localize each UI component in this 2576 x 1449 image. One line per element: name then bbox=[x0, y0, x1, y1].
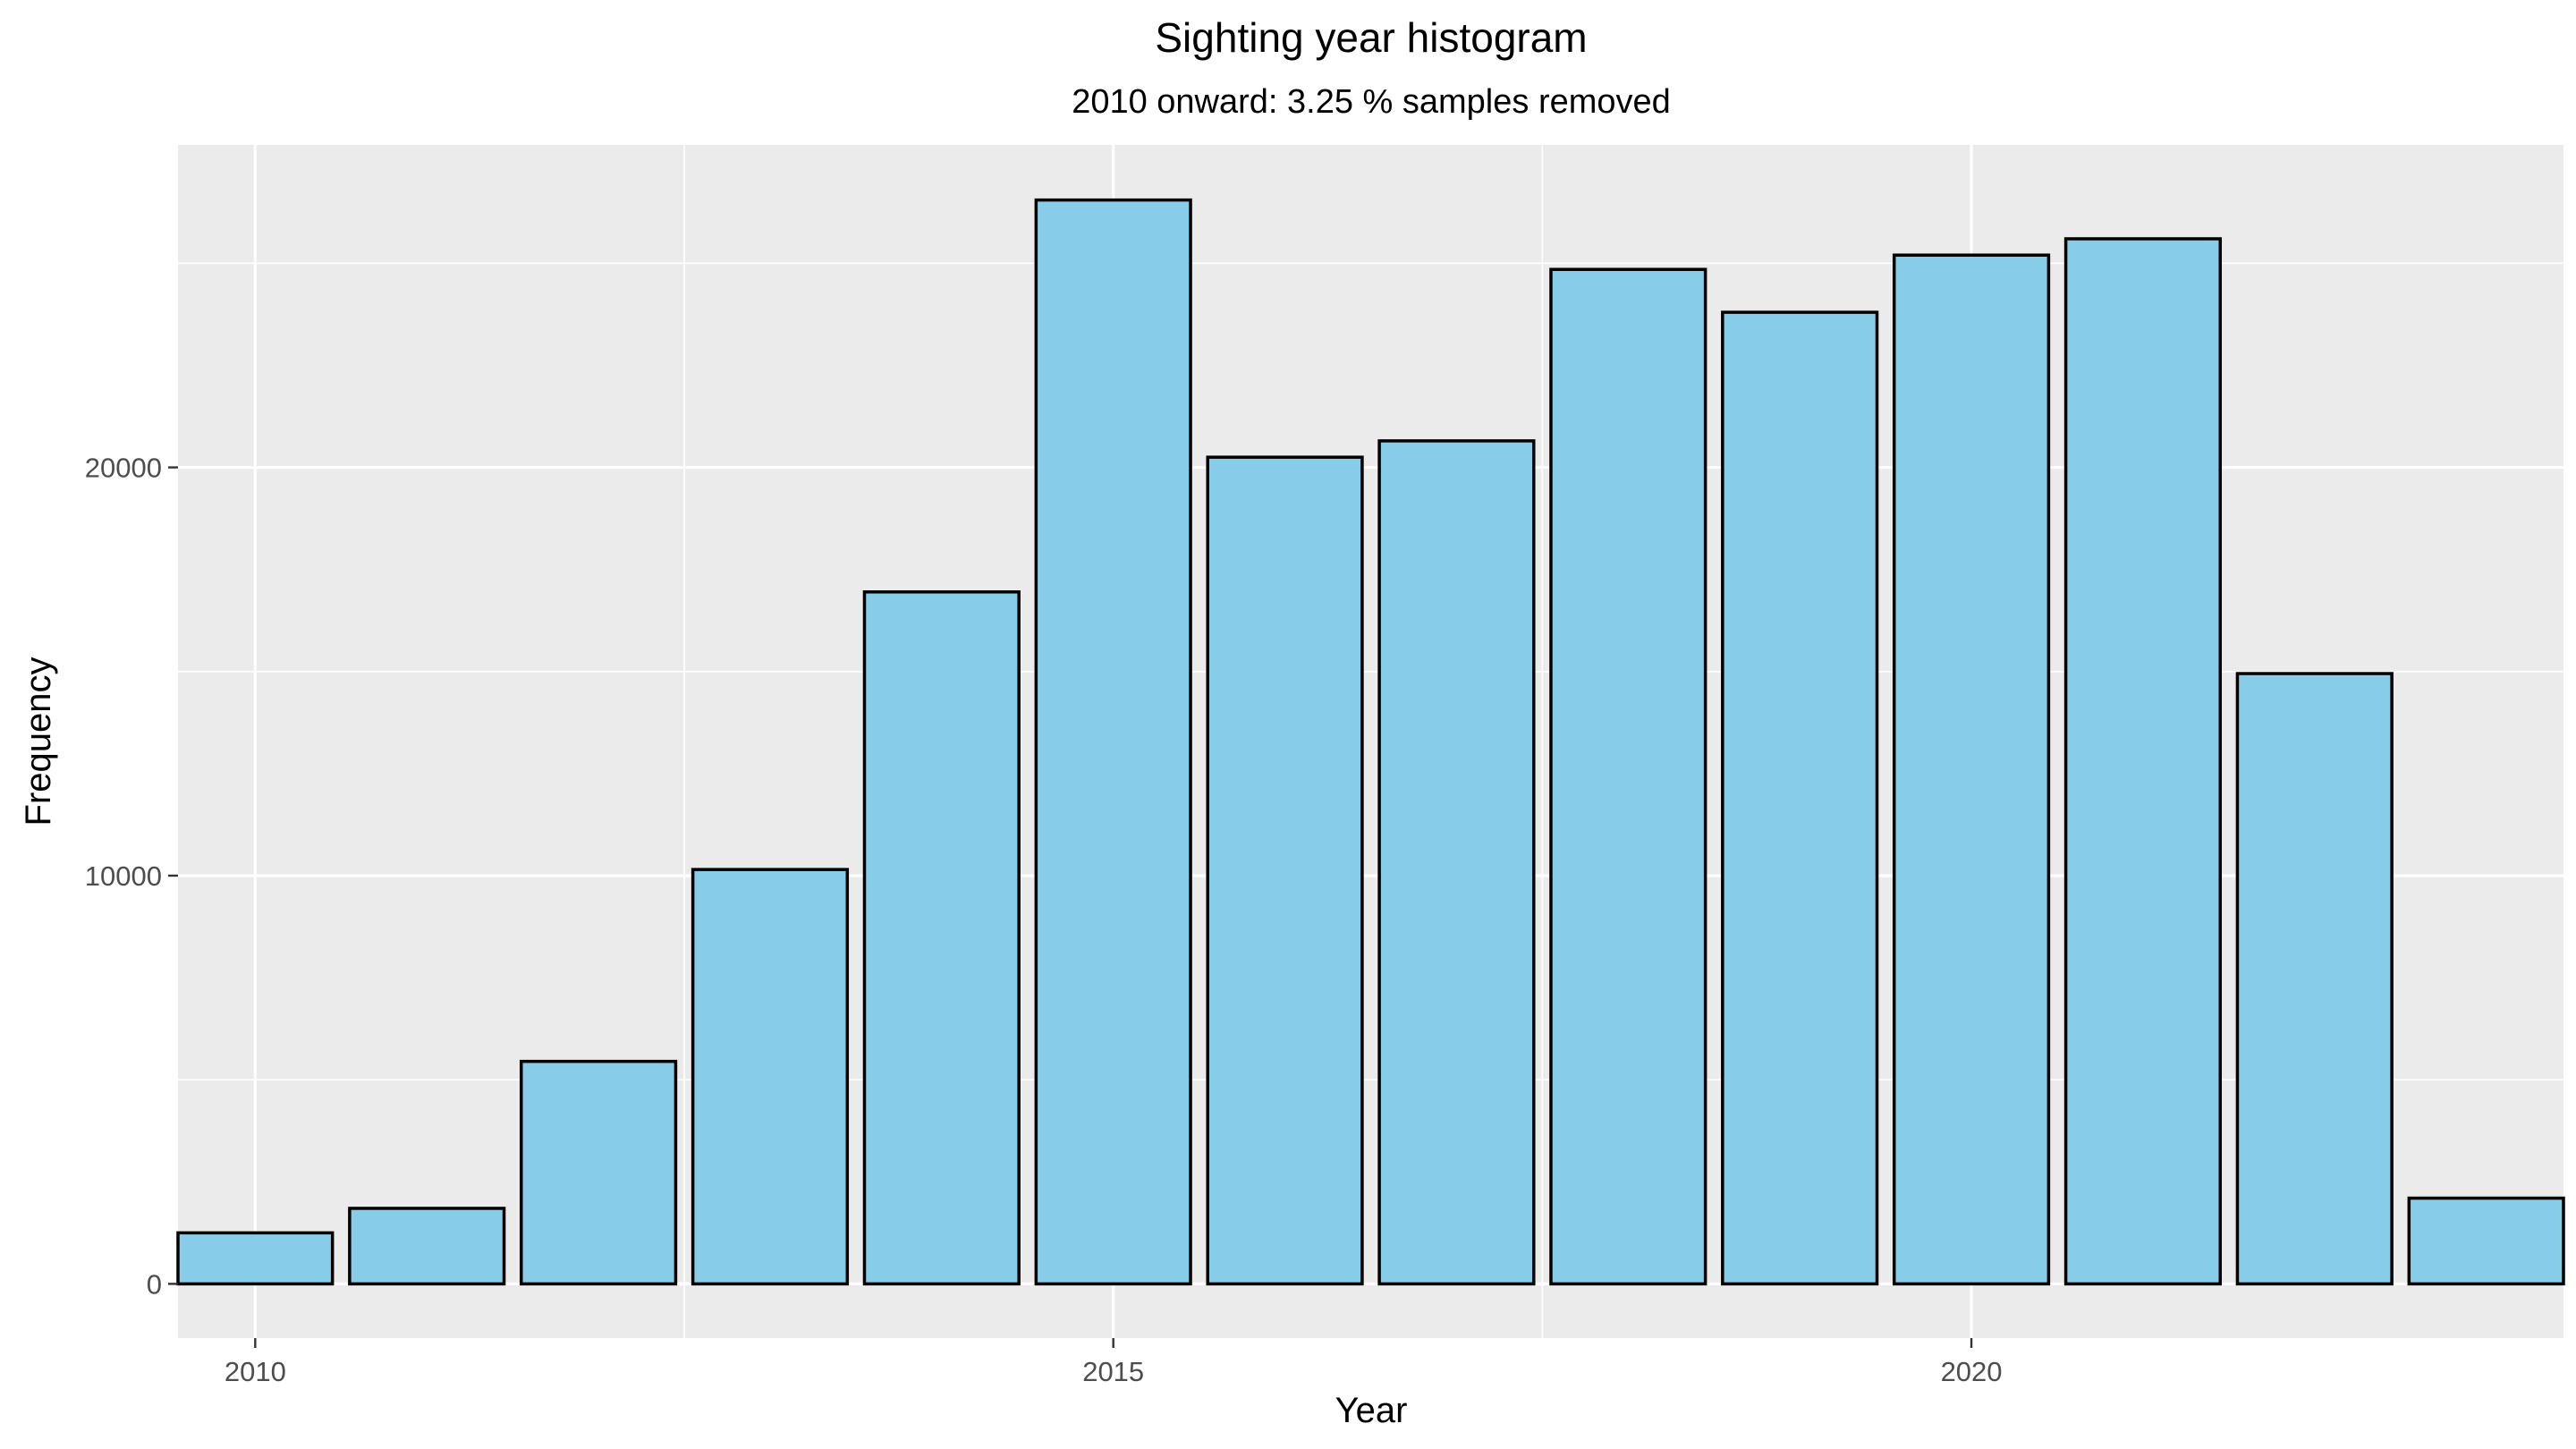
axes: 0 10000 20000 2010 2015 2020 bbox=[85, 453, 2003, 1387]
bar bbox=[1892, 253, 2051, 1286]
bar bbox=[519, 1059, 678, 1286]
x-axis-label: Year bbox=[1335, 1391, 1408, 1430]
x-tick-label: 2010 bbox=[225, 1356, 286, 1387]
bar bbox=[2407, 1196, 2565, 1286]
chart-title: Sighting year histogram bbox=[1155, 14, 1587, 61]
bar bbox=[1721, 310, 1879, 1286]
y-tick-label: 20000 bbox=[85, 453, 162, 484]
bar bbox=[348, 1207, 506, 1286]
bar bbox=[2235, 672, 2394, 1286]
x-tick-label: 2020 bbox=[1941, 1356, 2003, 1387]
y-tick-label: 10000 bbox=[85, 860, 162, 892]
bar bbox=[691, 868, 850, 1286]
bar bbox=[1206, 455, 1364, 1286]
x-tick-label: 2015 bbox=[1082, 1356, 1144, 1387]
bar bbox=[1034, 198, 1192, 1286]
bar bbox=[2063, 237, 2223, 1286]
bar bbox=[862, 590, 1021, 1286]
y-axis-label: Frequency bbox=[19, 657, 58, 826]
y-tick-label: 0 bbox=[147, 1268, 162, 1300]
bar bbox=[176, 1231, 335, 1286]
chart-subtitle: 2010 onward: 3.25 % samples removed bbox=[1072, 83, 1671, 121]
bar bbox=[1549, 267, 1707, 1286]
bar bbox=[1377, 439, 1536, 1286]
bars bbox=[176, 198, 2565, 1286]
